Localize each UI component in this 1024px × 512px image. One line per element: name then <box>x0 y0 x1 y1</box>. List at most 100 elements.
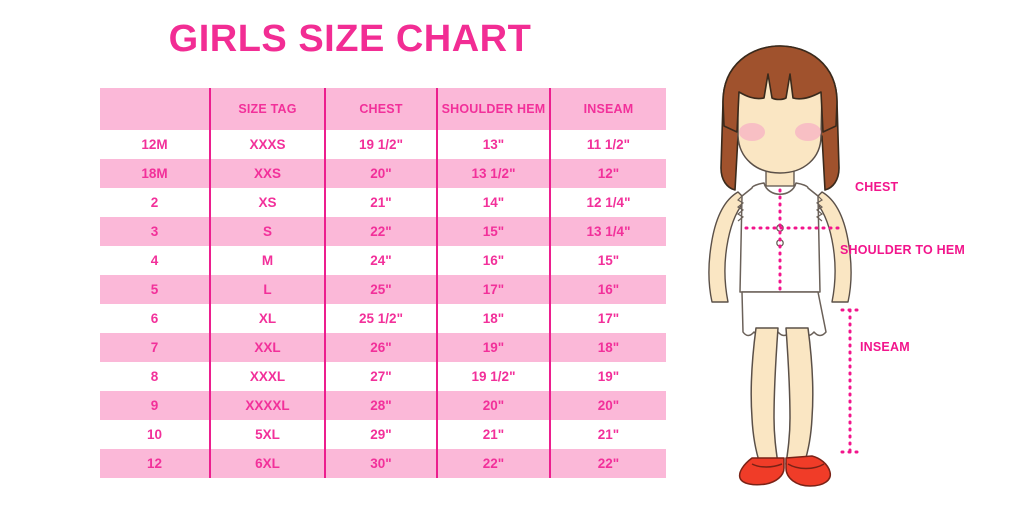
table-row: 5 L 25" 17" 16" <box>100 275 666 304</box>
table-row: 12M XXXS 19 1/2" 13" 11 1/2" <box>100 130 666 159</box>
cell-size-tag: XXXS <box>209 130 325 159</box>
cell-size-tag: M <box>209 246 325 275</box>
cell-size: 8 <box>100 362 210 391</box>
table-header-row: SIZE TAG CHEST SHOULDER HEM INSEAM <box>100 88 666 130</box>
skirt-shape <box>741 291 827 337</box>
table-row: 10 5XL 29" 21" 21" <box>100 420 666 449</box>
cell-size: 6 <box>100 304 210 333</box>
cell-chest: 28" <box>324 391 437 420</box>
cell-chest: 19 1/2" <box>324 130 437 159</box>
cell-shoulder-hem: 19" <box>436 333 550 362</box>
cell-chest: 25" <box>324 275 437 304</box>
hair-fringe-shape <box>722 45 838 133</box>
cell-shoulder-hem: 19 1/2" <box>436 362 550 391</box>
chest-measure-label: CHEST <box>855 180 899 194</box>
cell-inseam: 21" <box>549 420 666 449</box>
cell-size-tag: XS <box>209 188 325 217</box>
cell-inseam: 18" <box>549 333 666 362</box>
cell-size-tag: XL <box>209 304 325 333</box>
cell-size: 4 <box>100 246 210 275</box>
shoulder-ruffle-right-shape <box>815 195 824 222</box>
cell-size: 18M <box>100 159 210 188</box>
cell-chest: 20" <box>324 159 437 188</box>
cell-inseam: 12 1/4" <box>549 188 666 217</box>
cell-size-tag: XXS <box>209 159 325 188</box>
cell-chest: 22" <box>324 217 437 246</box>
cell-size: 5 <box>100 275 210 304</box>
cell-size: 7 <box>100 333 210 362</box>
shoulder-ruffle-left-shape <box>736 195 745 222</box>
column-header-size <box>100 88 210 130</box>
table-header: SIZE TAG CHEST SHOULDER HEM INSEAM <box>100 88 666 130</box>
cell-size: 9 <box>100 391 210 420</box>
cell-size-tag: 5XL <box>209 420 325 449</box>
cell-inseam: 19" <box>549 362 666 391</box>
blush-right-icon <box>795 123 821 141</box>
cell-inseam: 15" <box>549 246 666 275</box>
arm-right-shape <box>813 191 852 303</box>
table-row: 6 XL 25 1/2" 18" 17" <box>100 304 666 333</box>
cell-size-tag: XXL <box>209 333 325 362</box>
cell-chest: 25 1/2" <box>324 304 437 333</box>
girl-figure-illustration: CHEST SHOULDER TO HEM INSEAM <box>690 40 1024 500</box>
cell-shoulder-hem: 13 1/2" <box>436 159 550 188</box>
cell-shoulder-hem: 16" <box>436 246 550 275</box>
table-row: 2 XS 21" 14" 12 1/4" <box>100 188 666 217</box>
table-row: 4 M 24" 16" 15" <box>100 246 666 275</box>
table-row: 18M XXS 20" 13 1/2" 12" <box>100 159 666 188</box>
cell-chest: 21" <box>324 188 437 217</box>
cell-size: 2 <box>100 188 210 217</box>
leg-left-shape <box>750 327 779 465</box>
cell-chest: 29" <box>324 420 437 449</box>
cell-size-tag: S <box>209 217 325 246</box>
cell-chest: 24" <box>324 246 437 275</box>
cell-inseam: 12" <box>549 159 666 188</box>
table-row: 7 XXL 26" 19" 18" <box>100 333 666 362</box>
inseam-measure-label: INSEAM <box>860 340 910 354</box>
column-header-chest: CHEST <box>324 88 437 130</box>
cell-size-tag: L <box>209 275 325 304</box>
cell-inseam: 13 1/4" <box>549 217 666 246</box>
cell-chest: 27" <box>324 362 437 391</box>
cell-chest: 26" <box>324 333 437 362</box>
shoe-right-strap-shape <box>787 463 825 470</box>
leg-right-shape <box>785 327 814 465</box>
cell-inseam: 17" <box>549 304 666 333</box>
table-row: 8 XXXL 27" 19 1/2" 19" <box>100 362 666 391</box>
cell-size: 12 <box>100 449 210 478</box>
cell-inseam: 20" <box>549 391 666 420</box>
size-chart-table: SIZE TAG CHEST SHOULDER HEM INSEAM 12M XX… <box>100 88 666 478</box>
shoe-right-shape <box>785 455 832 487</box>
shoulder-to-hem-measure-label: SHOULDER TO HEM <box>840 243 965 257</box>
table-row: 9 XXXXL 28" 20" 20" <box>100 391 666 420</box>
shoe-left-shape <box>738 457 785 486</box>
table-row: 12 6XL 30" 22" 22" <box>100 449 666 478</box>
cell-inseam: 22" <box>549 449 666 478</box>
cell-size: 10 <box>100 420 210 449</box>
cell-size: 3 <box>100 217 210 246</box>
blush-left-icon <box>739 123 765 141</box>
cell-shoulder-hem: 13" <box>436 130 550 159</box>
cell-shoulder-hem: 14" <box>436 188 550 217</box>
cell-size-tag: XXXL <box>209 362 325 391</box>
table-row: 3 S 22" 15" 13 1/4" <box>100 217 666 246</box>
cell-chest: 30" <box>324 449 437 478</box>
cell-shoulder-hem: 22" <box>436 449 550 478</box>
cell-size: 12M <box>100 130 210 159</box>
cell-shoulder-hem: 17" <box>436 275 550 304</box>
column-header-shoulder-hem: SHOULDER HEM <box>436 88 550 130</box>
girl-figure-svg <box>708 45 860 487</box>
page-title: GIRLS SIZE CHART <box>168 18 532 60</box>
cell-size-tag: 6XL <box>209 449 325 478</box>
cell-size-tag: XXXXL <box>209 391 325 420</box>
cell-shoulder-hem: 21" <box>436 420 550 449</box>
column-header-size-tag: SIZE TAG <box>209 88 325 130</box>
cell-inseam: 11 1/2" <box>549 130 666 159</box>
column-header-inseam: INSEAM <box>549 88 666 130</box>
cell-shoulder-hem: 20" <box>436 391 550 420</box>
cell-shoulder-hem: 15" <box>436 217 550 246</box>
cell-inseam: 16" <box>549 275 666 304</box>
table-body: 12M XXXS 19 1/2" 13" 11 1/2" 18M XXS 20" 13 1/2"… <box>100 130 666 478</box>
arm-left-shape <box>708 191 747 303</box>
